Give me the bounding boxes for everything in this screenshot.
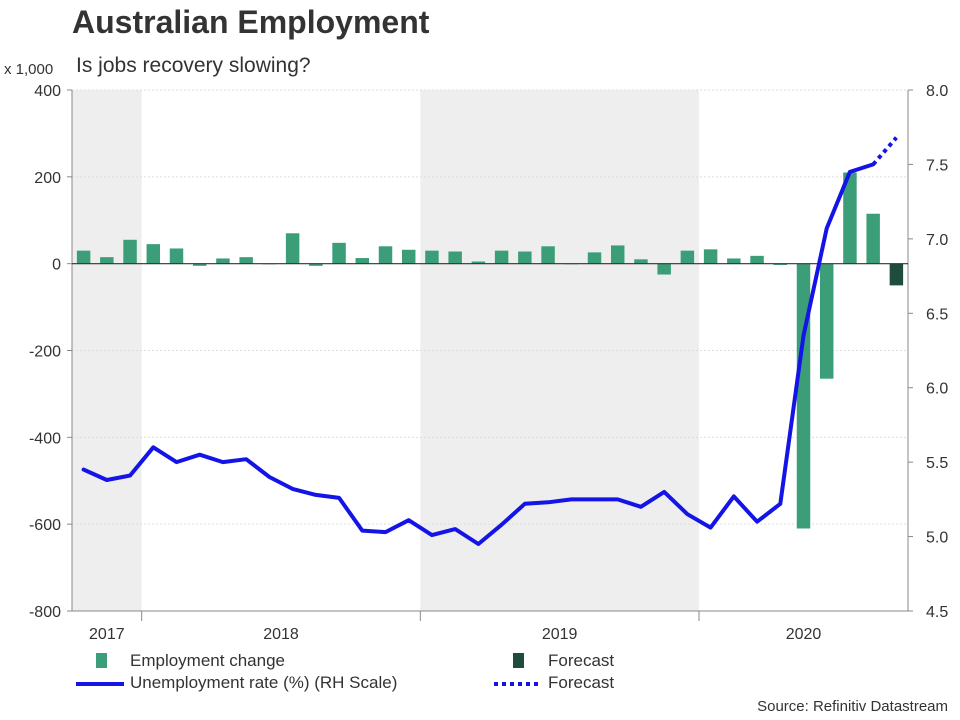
employment-bar	[332, 242, 346, 264]
employment-bar	[471, 261, 486, 264]
employment-bar	[355, 258, 370, 264]
right-tick-label: 8.0	[926, 83, 948, 100]
left-tick-label: 400	[34, 83, 61, 100]
employment-bar	[216, 258, 230, 264]
left-axis-unit-label: x 1,000	[4, 61, 54, 78]
employment-bar	[378, 246, 393, 264]
employment-bar	[425, 250, 439, 264]
employment-bar	[239, 257, 253, 264]
unemployment-rate-line	[81, 162, 876, 546]
right-tick-label: 6.0	[926, 381, 948, 398]
right-tick-label: 7.0	[926, 232, 948, 249]
employment-bar	[773, 263, 788, 265]
axes	[67, 89, 913, 621]
right-tick-label: 4.5	[926, 604, 948, 621]
chart-subtitle: Is jobs recovery slowing?	[76, 54, 311, 77]
employment-bar	[100, 257, 114, 264]
employment-bar	[448, 251, 462, 264]
left-tick-label: 200	[34, 170, 61, 187]
employment-bar	[819, 263, 834, 379]
left-tick-label: -400	[29, 430, 61, 447]
legend-swatch-employment	[96, 653, 107, 668]
right-tick-label: 6.5	[926, 306, 948, 323]
employment-bar	[796, 263, 811, 529]
legend-forecast-bar: Forecast	[548, 651, 615, 670]
shaded-band-2017	[72, 90, 142, 611]
x-tick-label: 2019	[542, 626, 578, 643]
employment-bar	[192, 263, 207, 266]
employment-bar	[587, 252, 602, 264]
legend-employment-change: Employment change	[130, 651, 285, 670]
employment-bar	[657, 263, 671, 275]
employment-bar	[634, 259, 648, 264]
employment-bar	[843, 172, 857, 264]
employment-bar	[610, 245, 625, 264]
legend-forecast-line: Forecast	[548, 673, 615, 692]
employment-bar	[866, 213, 880, 264]
right-tick-label: 5.0	[926, 530, 948, 547]
x-tick-label: 2020	[786, 626, 822, 643]
left-tick-label: 0	[52, 257, 61, 274]
employment-bar	[285, 233, 300, 264]
employment-bar	[750, 255, 764, 264]
gridlines	[72, 89, 908, 525]
left-tick-label: -600	[29, 517, 61, 534]
employment-bar	[309, 263, 323, 266]
employment-bar	[123, 239, 137, 264]
forecast-line	[871, 136, 898, 166]
employment-bar	[703, 249, 718, 264]
left-tick-label: -800	[29, 604, 61, 621]
tick-labels: 400 200 0 -200 -400 -600 -800 8.0 7.5 7.0 6.5 6.0 5.…	[29, 83, 948, 643]
employment-bar	[169, 248, 184, 264]
employment-bar	[401, 249, 416, 264]
x-tick-label: 2018	[263, 626, 299, 643]
employment-bar	[680, 250, 695, 264]
right-tick-label: 5.5	[926, 455, 948, 472]
employment-bar	[727, 258, 741, 264]
source-note: Source: Refinitiv Datastream	[757, 698, 948, 715]
chart-title: Australian Employment	[72, 4, 430, 40]
right-tick-label: 7.5	[926, 157, 948, 174]
legend-unemployment-rate: Unemployment rate (%) (RH Scale)	[130, 673, 398, 692]
employment-bar	[76, 250, 91, 264]
employment-bar	[541, 246, 555, 264]
employment-bars	[76, 172, 904, 529]
employment-bar	[518, 251, 532, 264]
employment-bar	[494, 250, 509, 264]
unemployment-line	[81, 136, 898, 546]
employment-bar	[146, 244, 161, 264]
forecast-bar	[889, 263, 904, 286]
x-tick-label: 2017	[89, 626, 125, 643]
legend-swatches	[76, 653, 542, 686]
left-tick-label: -200	[29, 344, 61, 361]
legend-swatch-forecast-bar	[513, 653, 524, 668]
